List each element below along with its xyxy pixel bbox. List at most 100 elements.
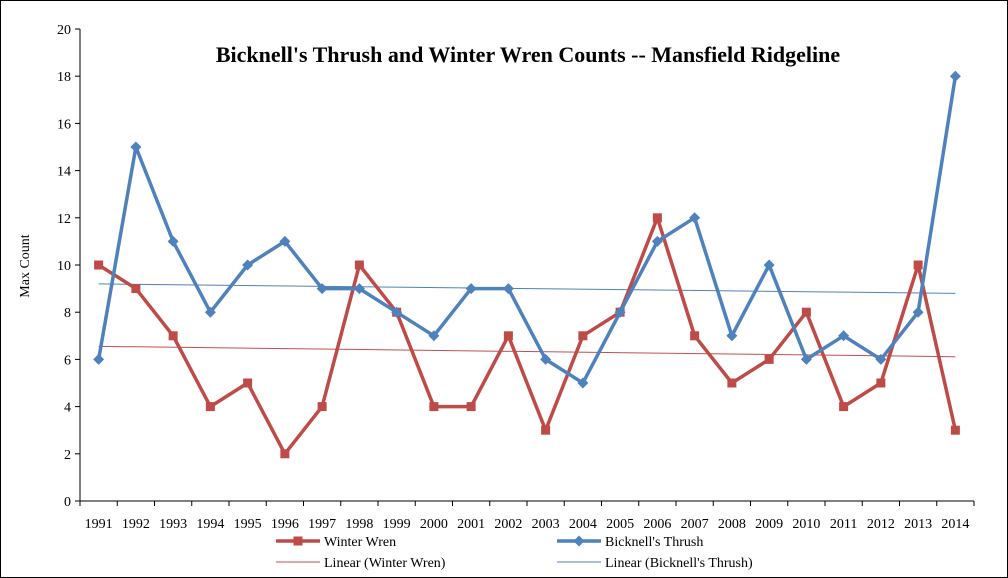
data-point xyxy=(949,70,961,82)
data-point xyxy=(131,284,141,294)
data-point xyxy=(280,449,290,459)
data-point xyxy=(614,306,626,318)
data-point xyxy=(316,283,328,295)
ticks: 0 2 4 6 8 10 12 14 16 18 20 1991 1992 1993 1994 1995 199… xyxy=(57,23,975,532)
data-point xyxy=(317,402,327,412)
x-tick-label: 2000 xyxy=(420,517,448,532)
data-point xyxy=(764,354,774,364)
y-tick-label: 20 xyxy=(57,23,71,38)
x-tick-label: 2006 xyxy=(643,517,671,532)
series-group xyxy=(93,70,961,389)
data-point xyxy=(651,235,663,247)
x-tick-label: 1994 xyxy=(196,517,224,532)
y-tick-label: 14 xyxy=(57,165,71,180)
x-tick-label: 2001 xyxy=(457,517,485,532)
data-point xyxy=(502,283,514,295)
legend: Winter Wren Bicknell's Thrush Linear (Wint… xyxy=(276,535,753,571)
data-point xyxy=(800,353,812,365)
legend-label: Bicknell's Thrush xyxy=(605,535,703,550)
y-axis-title: Max Count xyxy=(18,234,33,298)
legend-entry: Winter Wren xyxy=(276,535,396,550)
data-point xyxy=(950,425,960,435)
y-tick-label: 0 xyxy=(64,495,71,510)
legend-entry: Bicknell's Thrush xyxy=(557,535,703,550)
data-point xyxy=(875,353,887,365)
y-tick-label: 18 xyxy=(57,70,71,85)
x-tick-label: 2002 xyxy=(494,517,522,532)
data-point xyxy=(540,353,552,365)
series-line xyxy=(97,216,958,456)
data-point xyxy=(689,212,701,224)
x-tick-label: 2011 xyxy=(830,517,857,532)
x-tick-label: 2010 xyxy=(792,517,820,532)
legend-label: Linear (Winter Wren) xyxy=(324,556,446,571)
x-tick-label: 1998 xyxy=(345,517,373,532)
data-point xyxy=(428,330,440,342)
data-point xyxy=(204,306,216,318)
x-tick-label: 2013 xyxy=(904,517,932,532)
axes xyxy=(79,29,974,502)
series-group xyxy=(94,213,960,459)
data-point xyxy=(429,402,439,412)
data-point xyxy=(763,259,775,271)
data-point xyxy=(130,141,142,153)
data-point xyxy=(912,306,924,318)
x-tick-label: 1992 xyxy=(122,517,150,532)
x-tick-label: 2007 xyxy=(681,517,709,532)
legend-entry: Linear (Winter Wren) xyxy=(276,556,446,571)
legend-marker xyxy=(573,535,585,547)
data-point xyxy=(354,260,364,270)
x-tick-label: 1997 xyxy=(308,517,336,532)
data-point xyxy=(279,235,291,247)
data-point xyxy=(839,402,849,412)
data-point xyxy=(353,283,365,295)
legend-label: Linear (Bicknell's Thrush) xyxy=(605,556,753,571)
data-point xyxy=(167,235,179,247)
series xyxy=(93,70,961,459)
series-line xyxy=(96,75,958,385)
data-point xyxy=(578,331,588,341)
data-point xyxy=(94,260,104,270)
x-tick-label: 1993 xyxy=(159,517,187,532)
data-point xyxy=(652,213,662,223)
data-point xyxy=(168,331,178,341)
x-tick-label: 2005 xyxy=(606,517,634,532)
y-tick-label: 2 xyxy=(64,448,71,463)
data-point xyxy=(466,402,476,412)
x-tick-label: 1999 xyxy=(383,517,411,532)
data-point xyxy=(838,330,850,342)
data-point xyxy=(876,378,886,388)
legend-marker xyxy=(293,536,303,546)
data-point xyxy=(690,331,700,341)
x-tick-label: 2004 xyxy=(569,517,597,532)
data-point xyxy=(503,331,513,341)
y-tick-label: 16 xyxy=(57,117,71,132)
x-tick-label: 1996 xyxy=(271,517,299,532)
x-tick-label: 1991 xyxy=(85,517,113,532)
data-point xyxy=(93,353,105,365)
data-point xyxy=(541,425,551,435)
y-tick-label: 12 xyxy=(57,212,71,227)
data-point xyxy=(205,402,215,412)
data-point xyxy=(913,260,923,270)
x-tick-label: 2012 xyxy=(867,517,895,532)
data-point xyxy=(726,330,738,342)
x-tick-label: 2014 xyxy=(941,517,969,532)
x-tick-label: 1995 xyxy=(234,517,262,532)
y-tick-label: 4 xyxy=(64,401,71,416)
data-point xyxy=(577,377,589,389)
chart-title: Bicknell's Thrush and Winter Wren Counts… xyxy=(216,42,841,67)
data-point xyxy=(242,259,254,271)
legend-entry: Linear (Bicknell's Thrush) xyxy=(557,556,753,571)
data-point xyxy=(801,307,811,317)
y-tick-label: 6 xyxy=(64,353,71,368)
x-tick-label: 2009 xyxy=(755,517,783,532)
y-tick-label: 8 xyxy=(64,306,71,321)
x-tick-label: 2008 xyxy=(718,517,746,532)
data-point xyxy=(727,378,737,388)
y-tick-label: 10 xyxy=(57,259,71,274)
data-point xyxy=(465,283,477,295)
legend-label: Winter Wren xyxy=(324,535,396,550)
